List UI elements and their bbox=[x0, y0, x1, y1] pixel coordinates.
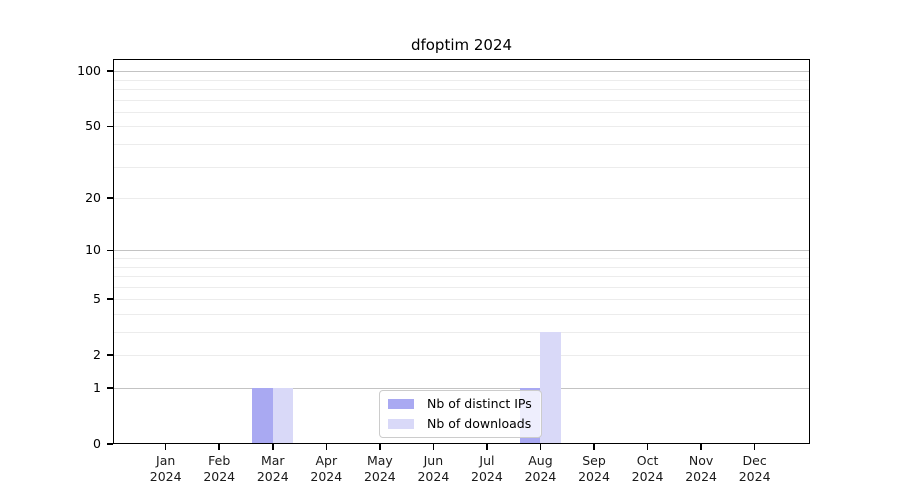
x-tick-label-mar: Mar 2024 bbox=[256, 453, 289, 484]
gridline-60 bbox=[113, 111, 810, 113]
x-tick-label-oct: Oct 2024 bbox=[631, 453, 664, 484]
gridline-10 bbox=[113, 250, 810, 252]
x-tick-oct bbox=[646, 444, 649, 450]
x-tick-label-sep: Sep 2024 bbox=[578, 453, 610, 484]
y-tick-20 bbox=[107, 197, 113, 199]
legend-item-distinct-ips: Nb of distinct IPs bbox=[388, 396, 532, 411]
legend-swatch-downloads bbox=[388, 418, 414, 429]
x-tick-label-jan: Jan 2024 bbox=[149, 453, 182, 484]
y-tick-1 bbox=[107, 387, 113, 389]
x-tick-label-jul: Jul 2024 bbox=[471, 453, 503, 484]
gridline-5 bbox=[113, 299, 810, 301]
gridline-90 bbox=[113, 79, 810, 81]
legend: Nb of distinct IPs Nb of downloads bbox=[379, 390, 542, 438]
y-tick-label-5: 5 bbox=[93, 291, 101, 307]
y-tick-5 bbox=[107, 298, 113, 301]
gridline-6 bbox=[113, 286, 810, 288]
chart-title: dfoptim 2024 bbox=[410, 36, 513, 54]
gridline-50 bbox=[113, 126, 810, 128]
gridline-2 bbox=[113, 355, 810, 357]
x-tick-jul bbox=[486, 444, 488, 450]
legend-item-downloads: Nb of downloads bbox=[388, 416, 532, 431]
y-tick-label-10: 10 bbox=[85, 242, 101, 258]
bar-distinct-ips-mar bbox=[252, 388, 273, 444]
gridline-80 bbox=[113, 89, 810, 91]
x-tick-sep bbox=[593, 444, 595, 450]
x-tick-mar bbox=[271, 444, 274, 450]
gridline-7 bbox=[113, 276, 810, 278]
gridline-3 bbox=[113, 332, 810, 334]
y-tick-label-2: 2 bbox=[93, 347, 101, 363]
gridline-100 bbox=[113, 71, 810, 73]
y-tick-label-0: 0 bbox=[93, 436, 101, 451]
x-tick-aug bbox=[539, 444, 542, 450]
plot-area bbox=[113, 59, 810, 444]
gridline-20 bbox=[113, 198, 810, 200]
x-tick-label-jun: Jun 2024 bbox=[417, 453, 450, 484]
legend-label-distinct-ips: Nb of distinct IPs bbox=[427, 396, 532, 411]
y-tick-0 bbox=[107, 443, 113, 445]
gridline-9 bbox=[113, 258, 810, 259]
y-tick-100 bbox=[107, 70, 113, 72]
y-tick-label-1: 1 bbox=[93, 380, 101, 395]
y-tick-label-50: 50 bbox=[85, 118, 101, 134]
y-tick-2 bbox=[107, 354, 113, 357]
y-tick-10 bbox=[107, 249, 113, 252]
legend-label-downloads: Nb of downloads bbox=[427, 416, 532, 431]
x-tick-apr bbox=[325, 444, 328, 450]
gridline-4 bbox=[113, 313, 810, 315]
gridline-8 bbox=[113, 266, 810, 268]
x-tick-feb bbox=[218, 444, 221, 450]
y-tick-label-100: 100 bbox=[77, 63, 101, 79]
x-tick-label-feb: Feb 2024 bbox=[203, 453, 236, 484]
bar-downloads-aug bbox=[540, 332, 562, 444]
gridline-70 bbox=[113, 99, 810, 101]
x-tick-label-apr: Apr 2024 bbox=[310, 453, 343, 484]
bar-downloads-mar bbox=[272, 388, 294, 444]
x-tick-may bbox=[379, 444, 381, 450]
legend-swatch-distinct-ips bbox=[388, 398, 414, 409]
y-tick-50 bbox=[107, 125, 113, 128]
x-tick-jun bbox=[432, 444, 435, 450]
gridline-30 bbox=[113, 166, 810, 168]
y-tick-label-20: 20 bbox=[85, 190, 101, 206]
x-tick-nov bbox=[700, 444, 702, 450]
x-tick-dec bbox=[753, 444, 756, 450]
x-tick-jan bbox=[164, 444, 167, 450]
gridline-1 bbox=[113, 388, 810, 389]
x-tick-label-dec: Dec 2024 bbox=[738, 453, 771, 484]
gridline-40 bbox=[113, 144, 810, 146]
x-tick-label-may: May 2024 bbox=[363, 453, 396, 484]
x-tick-label-aug: Aug 2024 bbox=[524, 453, 557, 484]
x-tick-label-nov: Nov 2024 bbox=[685, 453, 717, 484]
